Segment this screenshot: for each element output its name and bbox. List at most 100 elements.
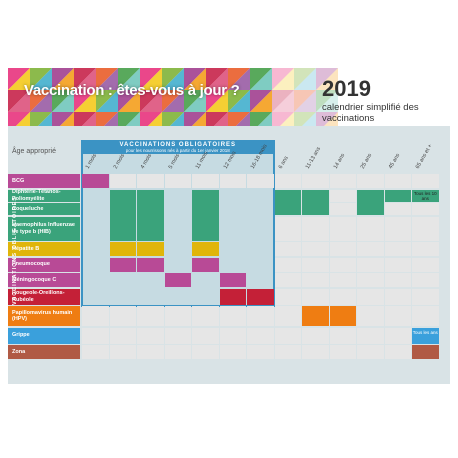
vaccine-row-label: Hépatite B <box>8 242 80 256</box>
vaccine-row-label: Méningocoque C <box>8 273 80 287</box>
grid-cell <box>220 258 247 272</box>
grid-cell <box>82 306 109 326</box>
age-label: 1 mois <box>84 152 99 170</box>
grid-cell <box>412 288 439 305</box>
dose-mark <box>357 189 384 215</box>
grid-cell <box>82 273 109 287</box>
grid-cell <box>384 216 411 241</box>
grid-cell <box>412 257 439 272</box>
grid-cell <box>274 273 301 287</box>
grid-cell <box>274 288 301 305</box>
grid-cell <box>274 306 301 326</box>
age-header: Âge approprié <box>12 148 56 155</box>
dose-mark <box>384 189 411 202</box>
grid-cell <box>220 217 247 241</box>
grid-cell <box>192 273 219 287</box>
grid-cell <box>329 189 356 202</box>
grid-cell <box>329 345 356 359</box>
poster-title: Vaccination : êtes-vous à jour ? <box>24 82 240 99</box>
age-label: 12 mois <box>222 150 238 170</box>
dose-mark <box>192 189 219 241</box>
grid-cell <box>412 242 439 256</box>
grid-cell <box>247 345 274 359</box>
grid-cell <box>137 174 164 188</box>
dose-mark <box>164 273 191 287</box>
grid-cell <box>165 203 192 215</box>
vaccine-row-label: Grippe <box>8 327 80 344</box>
grid-cell <box>357 242 384 256</box>
grid-cell <box>274 216 301 241</box>
grid-cell <box>82 289 109 305</box>
grid-cell <box>82 190 109 202</box>
vaccine-row-label: Zona <box>8 345 80 359</box>
age-column-label: 25 ans <box>359 136 383 172</box>
vaccine-row-label: Diphtérie-Tétanos-Poliomyélite <box>8 189 80 202</box>
grid-cell <box>247 203 274 215</box>
grid-cell <box>384 257 411 272</box>
grid-cell <box>110 273 137 287</box>
grid-cell <box>384 327 411 344</box>
dose-mark <box>192 257 219 272</box>
grid-cell <box>165 289 192 305</box>
grid-cell <box>192 174 219 188</box>
dose-mark <box>219 288 246 305</box>
grid-cell <box>220 203 247 215</box>
age-column-label: 5 mois <box>167 136 191 172</box>
age-column-label: 65 ans et + <box>414 136 438 172</box>
grid-cell <box>384 288 411 305</box>
grid-cell <box>357 327 384 344</box>
grid-cell <box>274 327 301 344</box>
grid-cell <box>192 345 219 359</box>
dose-mark <box>219 273 246 287</box>
grid-cell <box>329 273 356 287</box>
vaccine-row-label: BCG <box>8 174 80 188</box>
age-column-label: 2 mois <box>112 136 136 172</box>
vaccine-row-label: Coqueluche <box>8 203 80 215</box>
grid-cell <box>302 345 329 359</box>
grid-cell <box>192 327 219 344</box>
mandatory-subtitle: pour les nourrissons nés à partir du 1er… <box>125 148 230 153</box>
grid-cell <box>82 327 109 344</box>
grid-cell <box>165 217 192 241</box>
grid-cell <box>329 242 356 256</box>
grid-cell <box>192 306 219 326</box>
grid-cell <box>164 345 191 359</box>
poster: Vaccination : êtes-vous à jour ? 2019 ca… <box>8 68 450 384</box>
grid-cell <box>384 203 411 215</box>
grid-cell <box>164 174 191 188</box>
grid-cell <box>109 345 136 359</box>
grid-cell <box>109 306 136 326</box>
grid-cell <box>357 306 384 326</box>
grid-cell <box>384 174 411 188</box>
age-label: 25 ans <box>359 152 374 170</box>
grid-cell <box>329 288 356 305</box>
dose-mark <box>137 242 164 256</box>
grid-cell <box>274 345 301 359</box>
note-every-year: Tous les ans <box>412 329 438 335</box>
grid-cell <box>109 327 136 344</box>
grid-cell <box>109 174 136 188</box>
dose-mark <box>109 189 136 241</box>
grid-cell <box>164 327 191 344</box>
age-label: 65 ans et + <box>414 143 434 170</box>
grid-cell <box>247 273 274 287</box>
grid-cell <box>82 258 109 272</box>
dose-mark <box>302 306 329 326</box>
grid-cell <box>302 327 329 344</box>
mandatory-side-label: VACCINATIONS OBLIGATOIRES <box>12 195 18 305</box>
grid-cell <box>137 345 164 359</box>
grid-cell <box>302 216 329 241</box>
age-column-label: 4 mois <box>140 136 163 172</box>
grid-cell <box>165 258 192 272</box>
age-column-label: 14 ans <box>332 136 356 172</box>
grid-cell <box>219 306 246 326</box>
grid-cell <box>220 242 247 256</box>
grid-cell <box>219 345 246 359</box>
vaccine-row-label: Papillomavirus humain (HPV) <box>8 306 80 326</box>
grid-cell <box>274 242 301 256</box>
grid-cell <box>274 174 301 188</box>
grid-cell <box>247 327 274 344</box>
vaccine-row-label: Rougeole-Oreillons-Rubéole <box>8 288 80 305</box>
grid-cell <box>247 174 274 188</box>
dose-mark <box>82 174 109 188</box>
